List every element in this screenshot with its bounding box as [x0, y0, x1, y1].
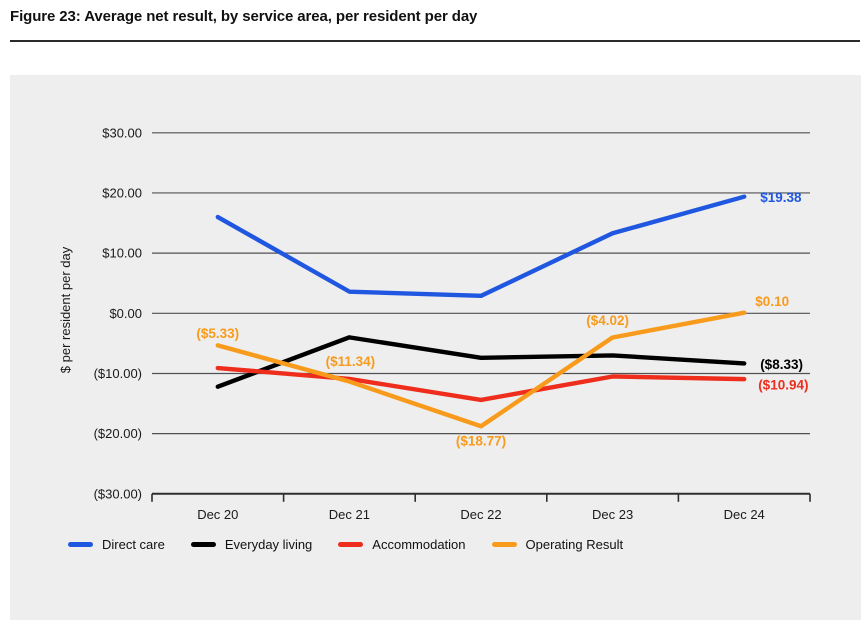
data-label: $19.38 — [760, 190, 802, 205]
data-label: ($10.94) — [758, 378, 808, 393]
data-label: ($4.02) — [586, 313, 629, 328]
legend-label: Accommodation — [372, 537, 466, 552]
series-line-direct-care — [215, 194, 747, 299]
y-tick-label: $0.00 — [109, 306, 142, 321]
x-tick-label: Dec 22 — [460, 507, 501, 522]
line-chart: $30.00 $20.00 $10.00 $0.00 ($10.00) ($20.00) (… — [58, 125, 811, 522]
x-tick-label: Dec 21 — [329, 507, 370, 522]
y-tick-label: $30.00 — [102, 125, 142, 140]
legend-item-accommodation: Accommodation — [338, 537, 466, 552]
data-label: ($18.77) — [456, 434, 506, 449]
figure-title: Figure 23: Average net result, by servic… — [10, 8, 478, 25]
series-line-operating-result — [215, 310, 747, 429]
legend-item-everyday-living: Everyday living — [190, 537, 313, 552]
y-tick-label: ($30.00) — [94, 486, 142, 501]
everyday-living-swatch-icon — [190, 542, 216, 547]
legend-item-operating-result: Operating Result — [491, 537, 624, 552]
direct-care-swatch-icon — [68, 542, 93, 547]
operating-result-swatch-icon — [491, 542, 517, 547]
data-label: ($8.33) — [760, 357, 803, 372]
series-line-everyday-living — [215, 335, 747, 389]
x-tick-label: Dec 24 — [724, 507, 765, 522]
accommodation-swatch-icon — [338, 542, 364, 547]
legend-label: Operating Result — [525, 537, 624, 552]
y-tick-label: $10.00 — [102, 246, 142, 261]
y-tick-label: ($10.00) — [94, 366, 142, 381]
legend-label: Direct care — [102, 537, 165, 552]
data-label: ($5.33) — [196, 326, 239, 341]
title-divider — [10, 40, 860, 42]
x-tick-label: Dec 20 — [197, 507, 238, 522]
data-label: $0.10 — [755, 294, 789, 309]
y-tick-label: $20.00 — [102, 185, 142, 200]
y-axis-title: $ per resident per day — [58, 246, 73, 373]
data-label: ($11.34) — [326, 354, 376, 369]
legend-label: Everyday living — [224, 537, 313, 552]
y-tick-label: ($20.00) — [94, 426, 142, 441]
series-line-accommodation — [215, 365, 747, 403]
x-tick-label: Dec 23 — [592, 507, 633, 522]
chart-panel: $30.00 $20.00 $10.00 $0.00 ($10.00) ($20.00) (… — [10, 75, 861, 620]
legend-item-direct-care: Direct care — [68, 537, 165, 552]
chart-legend: Direct care Everyday living Accommodatio… — [68, 537, 623, 552]
